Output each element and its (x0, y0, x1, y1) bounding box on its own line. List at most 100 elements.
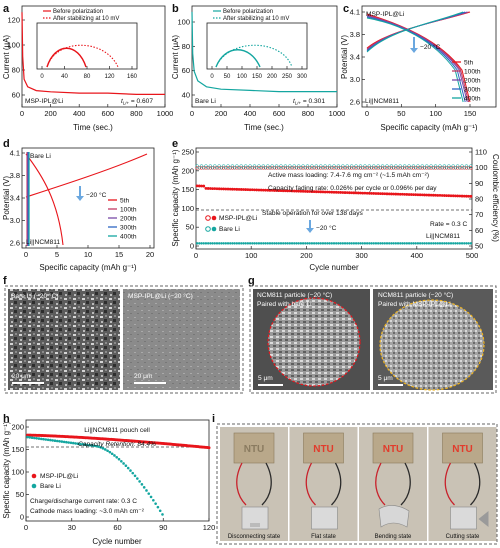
bare-capacity-point (266, 242, 269, 245)
bare-capacity-point (284, 242, 287, 245)
bare-capacity-point (467, 242, 470, 245)
bare-capacity-point (312, 242, 316, 245)
msp-ce-point (199, 166, 204, 170)
panel-e-x-ticks: 0 100 200 300 400 500 (194, 246, 478, 260)
msp-capacity-point (237, 187, 241, 191)
panel-i-border (216, 423, 498, 545)
panel-b-t-label: tLi+ = 0.301 (293, 98, 325, 106)
msp-capacity-point (449, 194, 453, 198)
msp-capacity-point (253, 188, 256, 192)
msp-capacity-point (440, 194, 444, 197)
panel-c-y-ticks: 2.6 3.0 3.4 3.8 4.1 (350, 8, 365, 107)
bare-capacity-point (242, 242, 245, 245)
bare-capacity-point (136, 477, 139, 480)
msp-capacity-point (303, 189, 307, 193)
bare-capacity-point (69, 441, 73, 445)
msp-capacity-point (325, 190, 329, 194)
bare-capacity-point (76, 442, 80, 446)
red-wire (375, 462, 386, 506)
msp-capacity-point (407, 193, 411, 196)
msp-capacity-point (217, 187, 221, 191)
msp-capacity-point (352, 191, 356, 195)
panel-h-letter: h (3, 413, 10, 425)
panel-g-right-label-2: Paired with MSP-IPL@Li (378, 301, 451, 308)
msp-capacity-point (257, 188, 261, 192)
bare-capacity-point (328, 242, 331, 245)
led-sign-text: NTU (313, 444, 334, 455)
y-tick-label: 50 (186, 223, 194, 232)
msp-ce-point (301, 166, 305, 170)
panel-b-inset-after-arc (215, 44, 293, 68)
panel-e-cold-arrowhead (306, 228, 314, 233)
msp-ce-point (336, 166, 341, 170)
bare-capacity-point (237, 242, 241, 245)
y-tick-label: 50 (475, 242, 483, 251)
msp-capacity-point (416, 193, 420, 197)
msp-capacity-point (195, 184, 199, 188)
panel-e-fading-note: Capacity fading rate: 0.026% per cycle o… (268, 185, 437, 192)
panel-c-chart: c 2.6 3.0 3.4 3.8 4.1 0 50 100 150 MSP-IPL@Li −… (340, 3, 497, 132)
legend-label: 300th (464, 87, 481, 94)
panel-e-legend-msp-hollow (205, 215, 211, 221)
msp-capacity-point (239, 188, 243, 191)
msp-capacity-point (334, 190, 338, 194)
msp-capacity-point (235, 187, 239, 191)
msp-ce-point (283, 166, 288, 170)
y-tick-label: 50 (16, 490, 24, 499)
led-sign-text: NTU (244, 444, 265, 455)
bare-capacity-point (447, 242, 451, 245)
msp-capacity-point (381, 192, 384, 196)
bare-capacity-point (301, 242, 305, 245)
bare-capacity-point (268, 242, 272, 245)
bare-capacity-point (248, 242, 252, 245)
bare-capacity-point (463, 242, 466, 245)
x-tick-label: 600 (273, 109, 286, 118)
x-tick-label: 1000 (329, 109, 346, 118)
bare-capacity-point (49, 438, 52, 442)
msp-ce-point (371, 166, 376, 170)
x-tick-label: 50 (224, 74, 231, 80)
panel-f-border (4, 285, 244, 394)
msp-capacity-point (319, 190, 323, 194)
panel-f-right-label: MSP-IPL@Li (−20 °C) (128, 292, 193, 300)
bare-capacity-point (142, 486, 146, 489)
msp-capacity-point (438, 194, 442, 197)
bare-capacity-point (222, 242, 225, 245)
x-tick-label: 5 (55, 250, 59, 259)
bare-capacity-point (224, 242, 228, 245)
bare-capacity-point (359, 242, 362, 245)
msp-capacity-point (306, 190, 309, 193)
msp-capacity-point (396, 192, 400, 196)
bare-capacity-point (425, 242, 428, 245)
black-wire (400, 462, 411, 506)
panel-g-right-scale-label: 5 μm (378, 375, 393, 382)
y-tick-label: 100 (177, 18, 190, 27)
msp-ce-point (367, 166, 372, 170)
bare-capacity-point (94, 444, 98, 448)
bare-capacity-point (299, 242, 303, 245)
led-panel (372, 432, 414, 464)
panel-h-note-loading: Cathode mass loading: ~3.0 mAh cm⁻² (30, 508, 145, 515)
msp-ce-point (327, 166, 332, 170)
panel-e-legend-msp: MSP-IPL@Li (219, 215, 258, 222)
bare-ce-point (469, 164, 473, 168)
panel-g-left-scale-label: 5 μm (258, 375, 273, 382)
bare-capacity-point (365, 242, 369, 245)
panel-g-cracked-particle (268, 298, 360, 386)
bare-capacity-point (403, 242, 406, 245)
photo-caption: Disconnecting state (228, 534, 281, 540)
msp-ce-point (349, 166, 354, 170)
msp-capacity-point (299, 189, 303, 193)
bare-capacity-point (195, 242, 199, 245)
bare-capacity-point (458, 242, 462, 245)
panel-c-cold-arrowhead (410, 48, 418, 53)
panel-d-chart: d 2.6 3.0 3.4 3.8 4.1 0 5 10 15 20 Bare Li −20 °… (2, 138, 155, 272)
msp-capacity-point (288, 189, 292, 193)
bare-capacity-point (51, 439, 54, 442)
x-tick-label: 0 (365, 109, 369, 118)
panel-g-red-outline (267, 297, 361, 387)
msp-ce-point (274, 166, 279, 170)
bare-capacity-point (229, 242, 232, 245)
panel-a-chart: a 60 80 100 120 0 200 400 600 800 1000 0 40 80 120 1… (2, 3, 173, 132)
msp-capacity-point (279, 189, 283, 193)
